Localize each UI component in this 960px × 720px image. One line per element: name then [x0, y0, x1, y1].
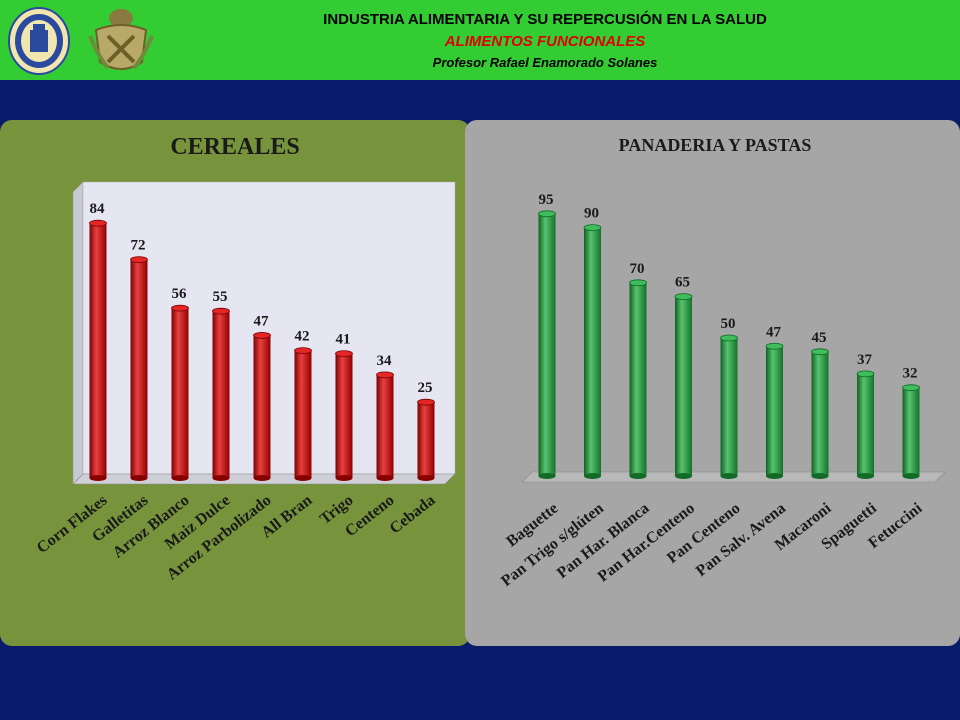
bar-base-pan-salv-avena — [766, 473, 783, 479]
bar-base-pan-trigo-s-gluten — [584, 473, 601, 479]
bar-cap-pan-centeno — [720, 334, 738, 342]
bar-cap-all-bran — [294, 347, 312, 355]
bar-galletitas — [130, 259, 148, 478]
bar-cap-pan-har-centeno — [674, 293, 693, 301]
bar-maiz-dulce — [212, 311, 230, 478]
bar-base-corn-flakes — [89, 475, 107, 481]
bar-base-all-bran — [294, 475, 312, 481]
bar-cebada — [417, 402, 435, 478]
value-label-all-bran: 42 — [295, 329, 310, 345]
bar-base-pan-har-blanca — [629, 473, 647, 479]
bar-base-pan-centeno — [720, 473, 738, 479]
value-label-baguette: 95 — [539, 192, 554, 208]
value-label-centeno: 34 — [377, 353, 393, 369]
bar-cap-galletitas — [130, 256, 148, 264]
value-label-galletitas: 72 — [131, 238, 146, 254]
bar-cap-centeno — [376, 371, 394, 379]
bar-macaroni — [811, 351, 829, 476]
header-topic: ALIMENTOS FUNCIONALES — [444, 33, 646, 50]
bar-cap-pan-salv-avena — [765, 342, 784, 350]
bar-cap-corn-flakes — [89, 219, 107, 227]
value-label-pan-salv-avena: 47 — [766, 324, 782, 340]
bar-corn-flakes — [89, 223, 107, 478]
value-label-arroz-parbolizado: 47 — [254, 313, 270, 329]
value-label-pan-har-centeno: 65 — [675, 275, 690, 291]
bar-all-bran — [294, 350, 312, 478]
value-label-spaguetti: 37 — [857, 352, 873, 368]
bar-pan-salv-avena — [766, 346, 783, 476]
value-label-trigo: 41 — [336, 332, 351, 348]
bar-base-baguette — [538, 473, 556, 479]
value-label-pan-centeno: 50 — [721, 316, 736, 332]
bar-pan-centeno — [720, 338, 738, 476]
bar-arroz-blanco — [171, 308, 189, 478]
bar-base-trigo — [335, 475, 353, 481]
category-label-cebada: Cebada — [387, 492, 439, 538]
bar-base-arroz-parbolizado — [253, 475, 271, 481]
bar-centeno — [376, 374, 394, 478]
bar-trigo — [335, 353, 353, 478]
crest-logo — [88, 9, 154, 70]
cereales-chart-panel: CEREALES 84 Corn Flakes 72 Galletitas 56 Arroz… — [0, 120, 470, 646]
bar-base-pan-har-centeno — [675, 473, 692, 479]
bar-spaguetti — [857, 373, 874, 476]
bar-base-galletitas — [130, 475, 148, 481]
bar-cap-spaguetti — [856, 370, 875, 378]
value-label-cebada: 25 — [418, 380, 433, 396]
bar-cap-pan-har-blanca — [629, 279, 647, 287]
bar-cap-baguette — [538, 210, 556, 218]
panaderia-chart-panel: PANADERIA Y PASTAS 95 Baguette 90 Pan Trigo … — [465, 120, 960, 646]
bar-fetuccini — [902, 387, 920, 476]
header-professor: Profesor Rafael Enamorado Solanes — [432, 55, 658, 70]
value-label-fetuccini: 32 — [903, 366, 918, 382]
bar-base-centeno — [376, 475, 394, 481]
bar-base-spaguetti — [857, 473, 874, 479]
bar-base-fetuccini — [902, 473, 920, 479]
bar-cap-cebada — [417, 398, 435, 406]
bar-base-macaroni — [811, 473, 829, 479]
bar-cap-arroz-blanco — [171, 304, 189, 312]
bar-cap-pan-trigo-s-gluten — [583, 224, 602, 231]
chart-title: CEREALES — [170, 134, 299, 160]
bar-arroz-parbolizado — [253, 335, 271, 478]
bar-base-cebada — [417, 475, 435, 481]
bar-base-arroz-blanco — [171, 475, 189, 481]
bar-cap-arroz-parbolizado — [253, 332, 271, 339]
bar-cap-fetuccini — [902, 384, 920, 392]
bar-pan-har-blanca — [629, 282, 647, 476]
value-label-arroz-blanco: 56 — [172, 286, 188, 302]
value-label-corn-flakes: 84 — [90, 201, 106, 217]
value-label-macaroni: 45 — [812, 330, 827, 346]
bar-pan-trigo-s-gluten — [584, 227, 601, 476]
bar-cap-maiz-dulce — [212, 307, 230, 315]
bar-baguette — [538, 213, 556, 477]
bar-cap-macaroni — [811, 348, 829, 356]
header-banner: INDUSTRIA ALIMENTARIA Y SU REPERCUSIÓN E… — [0, 0, 960, 80]
header-course-title: INDUSTRIA ALIMENTARIA Y SU REPERCUSIÓN E… — [323, 11, 767, 28]
value-label-pan-trigo-s-gluten: 90 — [584, 206, 599, 222]
bar-cap-trigo — [335, 350, 353, 358]
university-seal-logo — [8, 7, 70, 75]
chart-title: PANADERIA Y PASTAS — [619, 135, 812, 155]
value-label-pan-har-blanca: 70 — [630, 261, 645, 277]
bar-base-maiz-dulce — [212, 475, 230, 481]
bar-pan-har-centeno — [675, 296, 692, 476]
chart-side-wall — [72, 181, 84, 485]
value-label-maiz-dulce: 55 — [213, 289, 228, 305]
